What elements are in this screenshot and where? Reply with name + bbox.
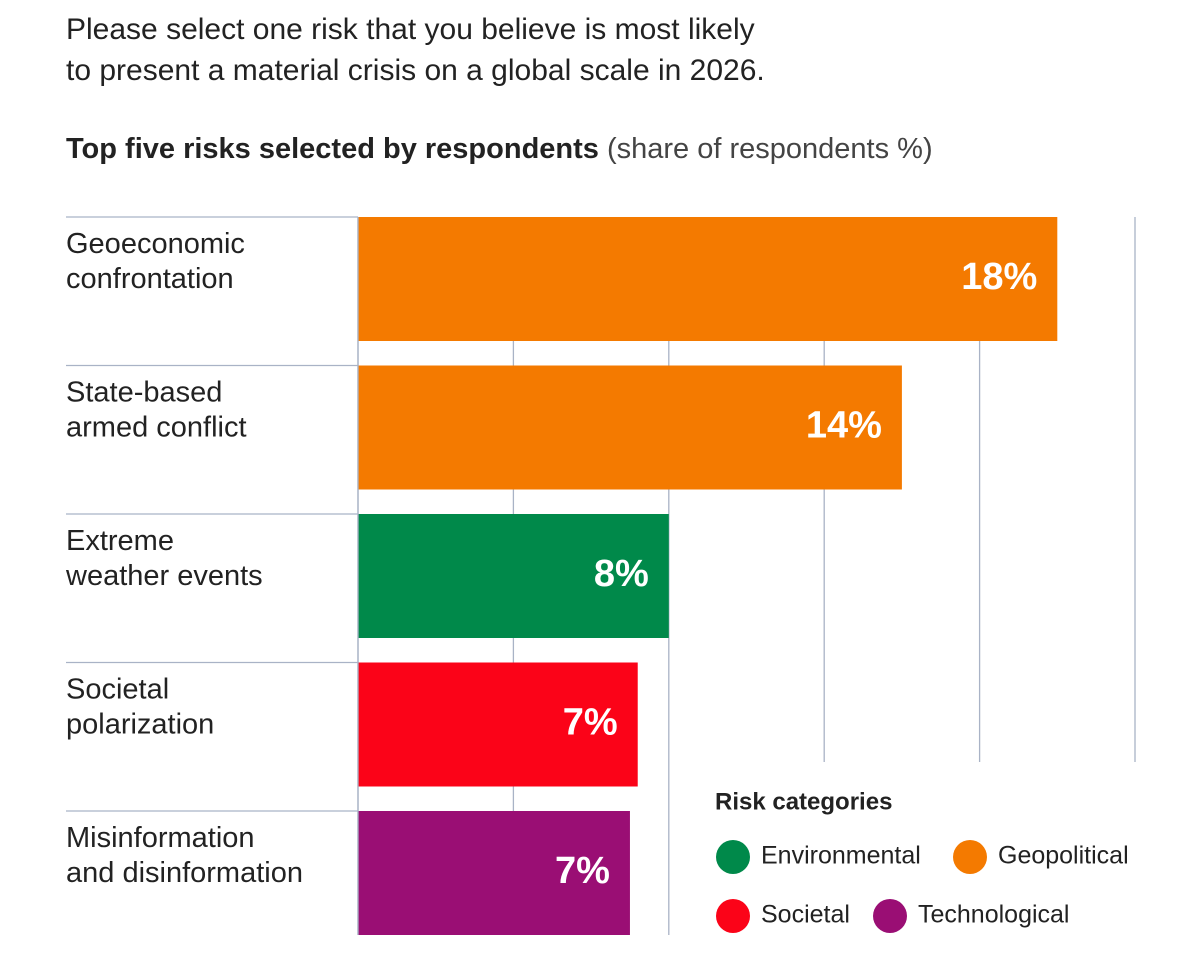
legend-label: Geopolitical (998, 842, 1129, 870)
bar (358, 514, 669, 638)
value-label: 8% (594, 553, 649, 595)
value-label: 18% (961, 256, 1037, 298)
chart-title: Please select one risk that you believe … (66, 13, 765, 87)
category-label: Extreme weather events (65, 525, 263, 592)
value-label: 7% (555, 850, 610, 892)
bar (358, 811, 630, 935)
legend-label: Societal (761, 901, 850, 929)
category-label: State-based armed conflict (66, 376, 247, 443)
unit-note: (share of respondents %) (607, 133, 933, 165)
legend-swatch (873, 899, 907, 933)
subtitle-line: Top five risks selected by respondents (… (66, 133, 933, 165)
subtitle: Top five risks selected by respondents (66, 133, 599, 165)
legend-label: Technological (918, 901, 1070, 929)
legend-label: Environmental (761, 842, 921, 870)
category-label: Societal polarization (66, 673, 214, 740)
bar (358, 662, 638, 787)
bar (358, 217, 1058, 341)
legend-swatch (716, 899, 750, 933)
bar (358, 365, 902, 490)
category-label: Misinformation and disinformation (66, 822, 303, 889)
category-label: Geoeconomic confrontation (66, 228, 245, 295)
legend-title: Risk categories (715, 788, 892, 815)
legend-swatch (716, 840, 750, 874)
legend-swatch (953, 840, 987, 874)
value-label: 14% (806, 405, 882, 447)
value-label: 7% (563, 702, 618, 744)
